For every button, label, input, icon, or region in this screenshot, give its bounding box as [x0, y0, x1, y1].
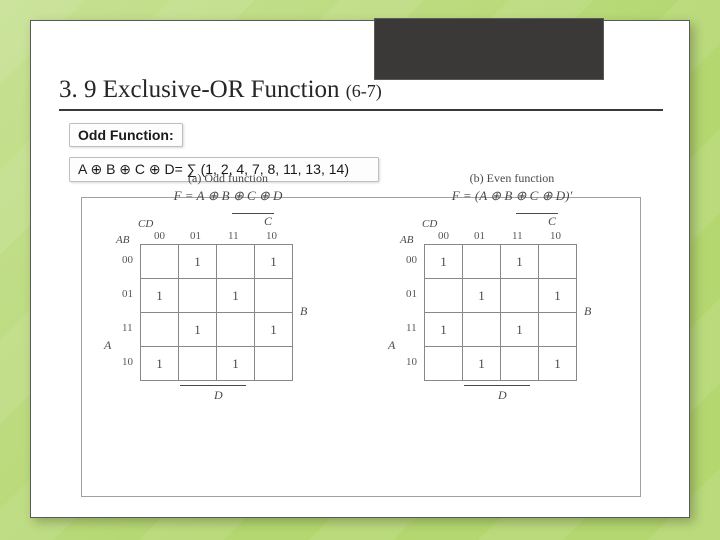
- kmap-cell: [217, 245, 255, 279]
- slide-frame: 3. 9 Exclusive-OR Function (6-7) Odd Fun…: [30, 20, 690, 518]
- kmap-cell: [501, 347, 539, 381]
- title-underline: [59, 109, 663, 111]
- kmap-cell: 1: [179, 245, 217, 279]
- kmap-a-formula: F = A ⊕ B ⊕ C ⊕ D: [98, 188, 358, 204]
- kmap-b-col-3: 10: [550, 230, 561, 242]
- kmap-cell: 1: [501, 313, 539, 347]
- kmap-cell: [463, 245, 501, 279]
- kmap-b-caption: (b) Even function: [382, 171, 642, 186]
- kmap-cell: 1: [217, 279, 255, 313]
- kmap-a-grid: 1 1 1 1 1 1 1: [140, 244, 293, 381]
- kmap-cell: 1: [425, 245, 463, 279]
- kmap-a-row-2: 11: [122, 322, 133, 334]
- kmap-a-col-3: 10: [266, 230, 277, 242]
- kmap-cell: [255, 279, 293, 313]
- kmap-cell: [425, 279, 463, 313]
- kmap-b-col-2: 11: [512, 230, 523, 242]
- kmap-cell: 1: [539, 347, 577, 381]
- kmap-cell: [539, 245, 577, 279]
- kmap-cell: [539, 313, 577, 347]
- kmap-a-col-0: 00: [154, 230, 165, 242]
- kmap-cell: [425, 347, 463, 381]
- kmap-a-caption: (a) Odd function: [98, 171, 358, 186]
- kmap-a-d-label: [180, 386, 246, 401]
- kmap-b-col-0: 00: [438, 230, 449, 242]
- kmap-cell: 1: [425, 313, 463, 347]
- kmap-cell: [255, 347, 293, 381]
- kmap-a-col-1: 01: [190, 230, 201, 242]
- kmap-cell: [141, 313, 179, 347]
- title-main: 3. 9 Exclusive-OR Function: [59, 76, 340, 103]
- kmap-cell: [179, 347, 217, 381]
- badge1-text: Odd Function:: [78, 127, 174, 143]
- corner-box: [374, 18, 604, 80]
- kmap-cell: 1: [179, 313, 217, 347]
- kmap-cell: [141, 245, 179, 279]
- kmap-a-b-label: B: [300, 304, 307, 319]
- kmap-b-cd-label: CD: [422, 218, 437, 230]
- kmap-figure: CD AB C 00 01 11 10 00 01 11 10 B A D: [81, 197, 641, 497]
- kmap-b-row-0: 00: [406, 254, 417, 266]
- kmap-cell: 1: [141, 347, 179, 381]
- kmap-b-c-label: C: [516, 214, 558, 229]
- kmap-b-ab-label: AB: [400, 234, 413, 246]
- odd-function-badge: Odd Function:: [69, 123, 183, 147]
- kmap-cell: 1: [217, 347, 255, 381]
- kmap-cell: [501, 279, 539, 313]
- kmap-cell: [463, 313, 501, 347]
- kmap-b-row-3: 10: [406, 356, 417, 368]
- kmap-a-row-1: 01: [122, 288, 133, 300]
- kmap-a-a-label: A: [104, 338, 111, 353]
- kmap-a-row-3: 10: [122, 356, 133, 368]
- kmap-a-col-2: 11: [228, 230, 239, 242]
- kmap-cell: 1: [539, 279, 577, 313]
- kmap-cell: [217, 313, 255, 347]
- kmap-cell: 1: [463, 347, 501, 381]
- kmap-cell: 1: [255, 313, 293, 347]
- title-sub: (6-7): [346, 81, 382, 101]
- kmap-cell: 1: [463, 279, 501, 313]
- kmap-b-row-2: 11: [406, 322, 417, 334]
- kmap-b-b-label: B: [584, 304, 591, 319]
- kmap-b-formula: F = (A ⊕ B ⊕ C ⊕ D)′: [382, 188, 642, 204]
- kmap-a-ab-label: AB: [116, 234, 129, 246]
- kmap-cell: 1: [501, 245, 539, 279]
- kmap-b-a-label: A: [388, 338, 395, 353]
- kmap-b-d-label: [464, 386, 530, 401]
- kmap-cell: 1: [141, 279, 179, 313]
- kmap-cell: [179, 279, 217, 313]
- slide-title: 3. 9 Exclusive-OR Function (6-7): [59, 76, 382, 104]
- kmap-a-cd-label: CD: [138, 218, 153, 230]
- kmap-b-col-1: 01: [474, 230, 485, 242]
- kmap-cell: 1: [255, 245, 293, 279]
- kmap-a-row-0: 00: [122, 254, 133, 266]
- kmap-a-c-label: C: [232, 214, 274, 229]
- kmap-b-row-1: 01: [406, 288, 417, 300]
- kmap-b-grid: 1 1 1 1 1 1: [424, 244, 577, 381]
